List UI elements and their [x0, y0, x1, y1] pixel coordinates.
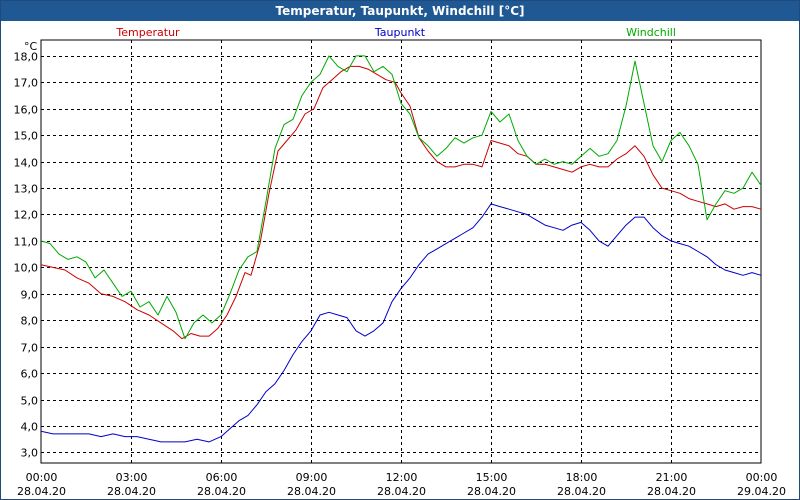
x-tick-time: 00:00 — [26, 471, 58, 484]
x-tick-date: 28.04.20 — [557, 485, 606, 498]
y-tick-label: 12,0 — [14, 209, 39, 222]
y-tick-label: 15,0 — [14, 130, 39, 143]
y-tick-labels: 3,0 4,0 5,0 6,0 7,0 8,0 9,0 10,0 11,0 12,0 13,0 14,… — [14, 51, 39, 460]
series-windchill-line — [40, 55, 762, 340]
y-tick-label: 8,0 — [21, 315, 39, 328]
grid-lines — [41, 40, 761, 463]
y-tick-label: 4,0 — [21, 421, 39, 434]
y-tick-label: 14,0 — [14, 157, 39, 170]
x-tick-time: 18:00 — [566, 471, 598, 484]
plot-area-border — [40, 39, 762, 464]
y-tick-label: 17,0 — [14, 77, 39, 90]
x-tick-time: 06:00 — [206, 471, 238, 484]
y-tick-label: 6,0 — [21, 368, 39, 381]
x-tick-time: 12:00 — [386, 471, 418, 484]
x-tick-date: 28.04.20 — [377, 485, 426, 498]
legend-temperatur: Temperatur — [115, 26, 180, 39]
y-axis-label: °C — [24, 40, 38, 53]
series-taupunkt-line — [40, 203, 762, 443]
x-tick-date: 28.04.20 — [107, 485, 156, 498]
y-tick-label: 9,0 — [21, 289, 39, 302]
legend-taupunkt: Taupunkt — [374, 26, 426, 39]
x-tick-time: 03:00 — [116, 471, 148, 484]
legend-windchill: Windchill — [626, 26, 676, 39]
series-temperatur-line — [40, 65, 762, 340]
x-tick-date: 29.04.20 — [737, 485, 786, 498]
x-tick-date: 28.04.20 — [17, 485, 66, 498]
y-tick-label: 7,0 — [21, 342, 39, 355]
series-lines — [40, 55, 762, 443]
y-tick-label: 18,0 — [14, 51, 39, 64]
y-tick-label: 5,0 — [21, 395, 39, 408]
x-tick-time: 15:00 — [476, 471, 508, 484]
y-tick-label: 13,0 — [14, 183, 39, 196]
x-tick-date: 28.04.20 — [287, 485, 336, 498]
y-tick-label: 3,0 — [21, 447, 39, 460]
x-tick-date: 28.04.20 — [467, 485, 516, 498]
y-tick-label: 10,0 — [14, 262, 39, 275]
x-tick-date: 28.04.20 — [647, 485, 696, 498]
x-tick-time: 09:00 — [296, 471, 328, 484]
x-tick-time: 21:00 — [656, 471, 688, 484]
x-tick-labels: 00:0028.04.2003:0028.04.2006:0028.04.200… — [17, 471, 786, 498]
y-tick-label: 16,0 — [14, 104, 39, 117]
x-tick-date: 28.04.20 — [197, 485, 246, 498]
chart-title: Temperatur, Taupunkt, Windchill [°C] — [1, 1, 799, 21]
x-tick-time: 00:00 — [746, 471, 778, 484]
y-tick-label: 11,0 — [14, 236, 39, 249]
